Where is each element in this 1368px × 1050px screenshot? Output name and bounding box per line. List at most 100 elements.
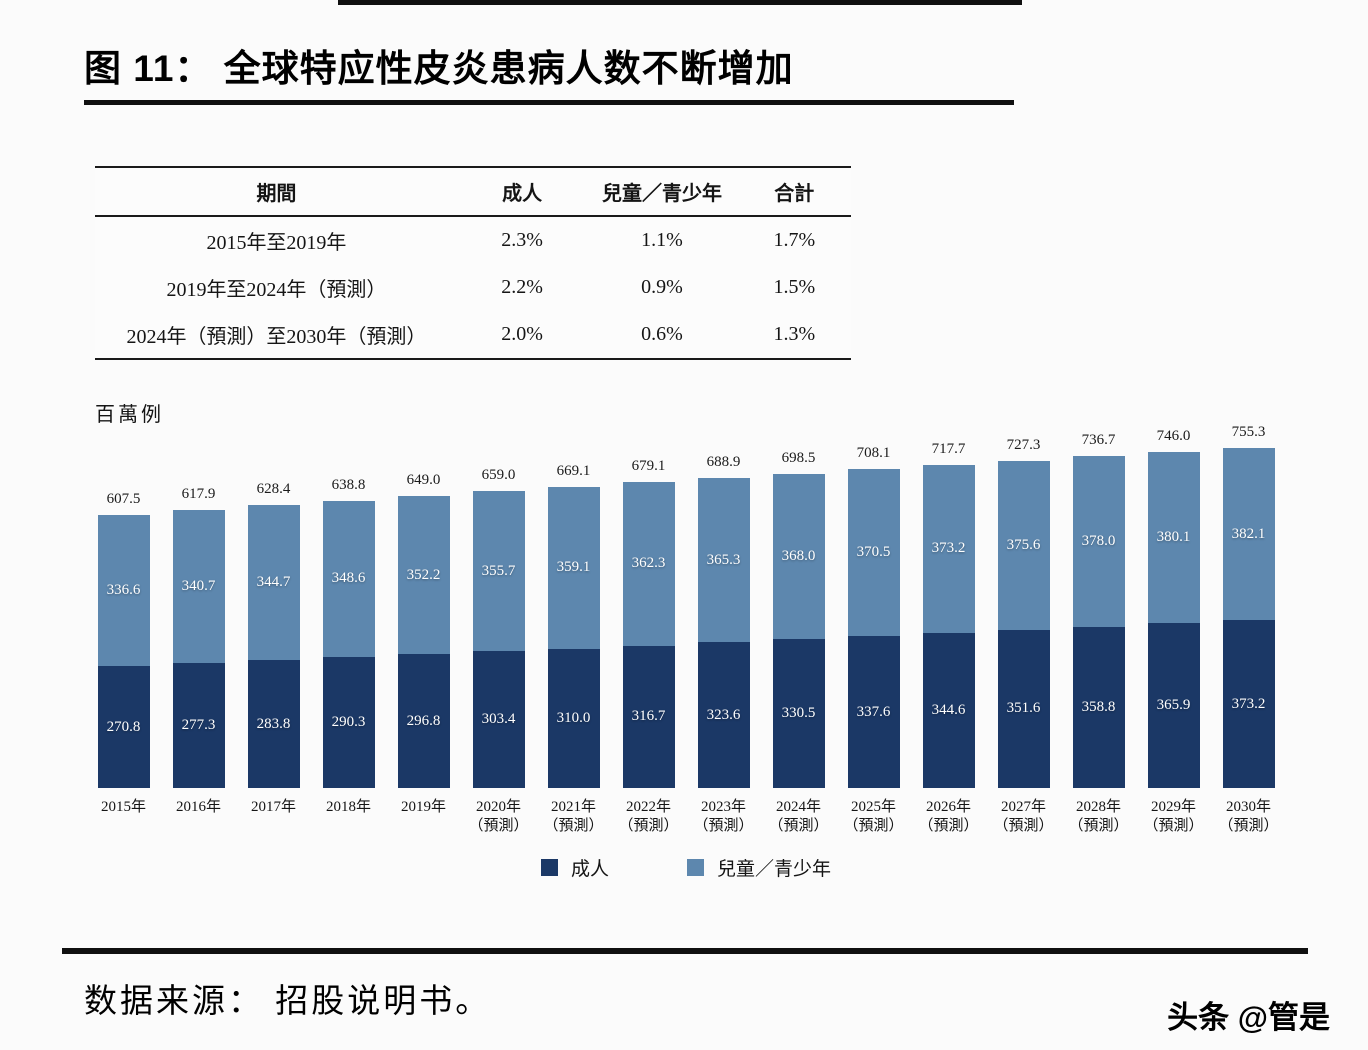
bar-stack: 382.1 373.2 (1222, 448, 1275, 788)
table-cell: 2.2% (501, 276, 543, 298)
x-axis-label: 2017年 (250, 799, 296, 815)
bar-group: 746.0 380.1 365.9 2029年 （預測） (1136, 428, 1211, 844)
x-axis-label: 2027年 （預測） (993, 799, 1054, 834)
bar-segment-children: 370.5 (847, 469, 900, 637)
bar-segment-adult: 310.0 (547, 648, 600, 788)
x-axis-label: 2025年 （預測） (843, 799, 904, 834)
table-row: 2024年（預測）至2030年（預測） 2.0% 0.6% 1.3% (95, 311, 851, 359)
bar-group: 727.3 375.6 351.6 2027年 （預測） (986, 437, 1061, 844)
table-cell: 2019年至2024年（預測） (166, 279, 387, 301)
bar-segment-children: 348.6 (322, 500, 375, 658)
table-cell: 0.6% (641, 323, 683, 345)
bar-total-label: 607.5 (106, 490, 141, 507)
bar-group: 607.5 336.6 270.8 2015年 (86, 491, 161, 844)
x-axis-label: 2029年 （預測） (1143, 799, 1204, 834)
bar-segment-adult: 323.6 (697, 642, 750, 788)
bar-segment-adult: 365.9 (1147, 623, 1200, 788)
bar-segment-adult: 344.6 (922, 632, 975, 788)
table-header-cell: 合計 (774, 183, 815, 205)
bar-group: 717.7 373.2 344.6 2026年 （預測） (911, 441, 986, 844)
table-header-row: 期間 成人 兒童／青少年 合計 (95, 167, 851, 216)
table-cell: 2015年至2019年 (206, 232, 347, 254)
legend-label: 兒童／青少年 (717, 859, 832, 880)
bar-stack: 352.2 296.8 (397, 495, 450, 788)
chart-legend: 成人 兒童／青少年 (86, 854, 1286, 881)
x-axis-label: 2020年 （預測） (468, 799, 529, 834)
bar-segment-children: 336.6 (97, 514, 150, 667)
bar-group: 617.9 340.7 277.3 2016年 (161, 486, 236, 844)
bar-stack: 359.1 310.0 (547, 486, 600, 788)
bar-stack: 380.1 365.9 (1147, 452, 1200, 788)
bar-stack: 378.0 358.8 (1072, 456, 1125, 788)
bar-segment-adult: 330.5 (772, 639, 825, 788)
table-cell: 0.9% (641, 276, 683, 298)
bar-stack: 336.6 270.8 (97, 514, 150, 788)
table-cell: 1.7% (773, 229, 816, 251)
legend-label: 成人 (570, 859, 609, 880)
table-cell: 1.3% (773, 323, 816, 345)
table-header-cell: 期間 (256, 183, 297, 205)
bar-group: 755.3 382.1 373.2 2030年 （預測） (1211, 424, 1286, 844)
bar-total-label: 659.0 (481, 467, 516, 484)
x-axis-label: 2021年 （預測） (543, 799, 604, 834)
data-source-text: 数据来源： 招股说明书。 (84, 984, 492, 1020)
bar-segment-adult: 316.7 (622, 645, 675, 788)
bar-segment-children: 352.2 (397, 495, 450, 655)
x-axis-label: 2022年 （預測） (618, 799, 679, 834)
x-axis-label: 2019年 (400, 799, 446, 815)
watermark-text: 头条 @管是 (1167, 1000, 1330, 1035)
bar-stack: 368.0 330.5 (772, 473, 825, 788)
table-cell: 2.3% (501, 229, 543, 251)
bar-total-label: 698.5 (781, 449, 816, 466)
bar-group: 708.1 370.5 337.6 2025年 （預測） (836, 445, 911, 844)
stacked-bar-chart: 607.5 336.6 270.8 2015年 617.9 340.7 277.3 2016年… (86, 424, 1286, 881)
bar-group: 679.1 362.3 316.7 2022年 （預測） (611, 458, 686, 844)
x-axis-label: 2016年 (175, 799, 221, 815)
bar-segment-children: 344.7 (247, 505, 300, 661)
table-cell: 2024年（預測）至2030年（預測） (126, 326, 427, 348)
bar-group: 659.0 355.7 303.4 2020年 （預測） (461, 467, 536, 844)
legend-item: 成人 (540, 854, 609, 881)
table-cell: 1.5% (773, 276, 816, 298)
bar-segment-children: 368.0 (772, 473, 825, 640)
bar-segment-children: 375.6 (997, 460, 1050, 630)
legend-swatch (687, 859, 704, 876)
bar-segment-children: 362.3 (622, 482, 675, 646)
bar-total-label: 638.8 (331, 476, 366, 493)
table-header-cell: 成人 (502, 183, 543, 205)
x-axis-label: 2018年 (325, 799, 371, 815)
x-axis-label: 2030年 （預測） (1218, 799, 1279, 834)
bar-total-label: 755.3 (1231, 424, 1266, 441)
bar-segment-adult: 358.8 (1072, 626, 1125, 788)
table-header-cell: 兒童／青少年 (601, 183, 722, 205)
bar-stack: 355.7 303.4 (472, 491, 525, 788)
bar-stack: 348.6 290.3 (322, 500, 375, 788)
bar-segment-children: 359.1 (547, 486, 600, 649)
x-axis-label: 2015年 (100, 799, 146, 815)
bar-total-label: 617.9 (181, 485, 216, 502)
bar-stack: 344.7 283.8 (247, 505, 300, 788)
bar-total-label: 628.4 (256, 481, 291, 498)
bar-stack: 362.3 316.7 (622, 482, 675, 788)
bar-area: 607.5 336.6 270.8 2015年 617.9 340.7 277.3 2016年… (86, 424, 1286, 844)
bar-segment-adult: 351.6 (997, 629, 1050, 788)
bar-segment-adult: 337.6 (847, 636, 900, 788)
bar-total-label: 679.1 (631, 458, 666, 475)
chart-unit-label: 百萬例 (95, 404, 164, 426)
bar-group: 736.7 378.0 358.8 2028年 （預測） (1061, 432, 1136, 844)
bar-total-label: 708.1 (856, 445, 891, 462)
table-cell: 1.1% (641, 229, 683, 251)
top-divider (338, 0, 1022, 5)
bar-total-label: 717.7 (931, 441, 966, 457)
bar-segment-children: 378.0 (1072, 456, 1125, 627)
bar-group: 688.9 365.3 323.6 2023年 （預測） (686, 454, 761, 844)
title-divider (84, 100, 1014, 105)
x-axis-label: 2026年 （預測） (918, 799, 979, 834)
bar-segment-children: 340.7 (172, 509, 225, 664)
bar-segment-children: 382.1 (1222, 448, 1275, 621)
bar-group: 698.5 368.0 330.5 2024年 （預測） (761, 450, 836, 844)
bar-stack: 370.5 337.6 (847, 469, 900, 788)
bar-total-label: 669.1 (556, 462, 591, 479)
bar-stack: 365.3 323.6 (697, 478, 750, 788)
footer-divider (62, 948, 1308, 954)
